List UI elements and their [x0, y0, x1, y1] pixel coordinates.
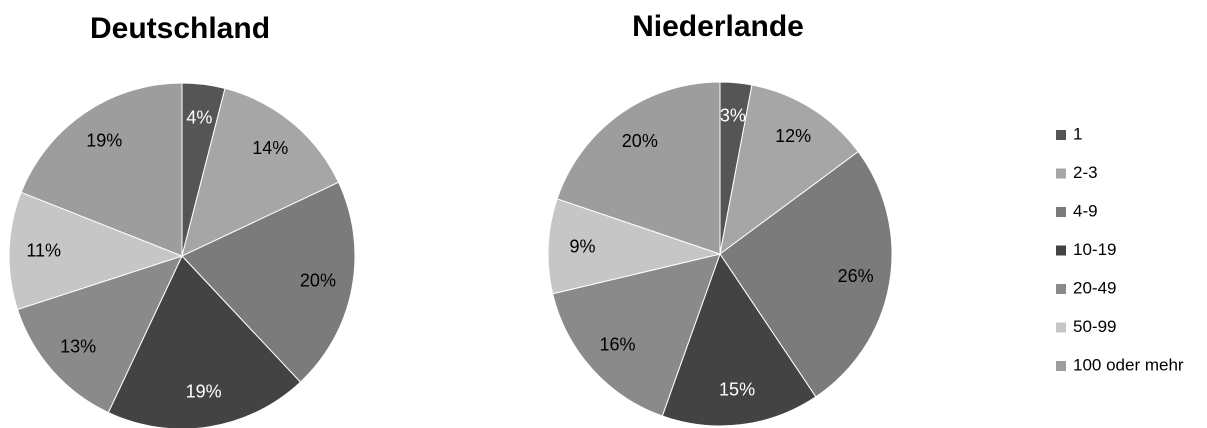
legend-swatch [1056, 130, 1066, 140]
pie-slice [547, 198, 722, 295]
legend-swatch [1056, 284, 1066, 294]
legend-swatch [1056, 207, 1066, 217]
legend-label: 20-49 [1073, 278, 1116, 297]
data-label: 13% [60, 336, 96, 356]
pie-slice [552, 253, 721, 417]
legend-label: 2-3 [1073, 163, 1098, 182]
pie-slice [181, 87, 340, 257]
data-label: 16% [600, 335, 636, 355]
legend-label: 10-19 [1073, 240, 1116, 259]
legend-label: 4-9 [1073, 201, 1098, 220]
chart-title: Niederlande [632, 10, 804, 43]
pie-slice [719, 150, 893, 398]
legend-label: 100 oder mehr [1073, 355, 1184, 374]
legend-swatch [1056, 168, 1066, 179]
legend-swatch [1056, 322, 1066, 333]
data-label: 20% [622, 131, 658, 151]
data-label: 26% [838, 266, 874, 286]
legend-label: 50-99 [1073, 317, 1116, 336]
data-label: 20% [300, 271, 336, 291]
pie-slice [20, 82, 183, 257]
pie-slice [661, 252, 817, 427]
data-label: 9% [570, 236, 596, 256]
data-label: 3% [720, 106, 746, 126]
pie-slice [16, 255, 183, 414]
chart-title: Deutschland [90, 12, 270, 45]
legend-label: 1 [1073, 124, 1082, 143]
legend-swatch [1056, 245, 1066, 256]
data-label: 19% [186, 381, 222, 401]
pie-slice [107, 255, 302, 428]
pie-slice [556, 81, 721, 255]
data-label: 12% [775, 126, 811, 146]
pie-slice [719, 84, 859, 256]
data-label: 11% [26, 240, 61, 260]
legend-swatch [1056, 361, 1066, 371]
data-label: 14% [252, 138, 288, 158]
data-label: 15% [719, 379, 755, 399]
pie-slice [181, 181, 356, 383]
pie-slice [8, 191, 184, 311]
data-label: 4% [186, 107, 212, 127]
data-label: 19% [86, 130, 122, 150]
